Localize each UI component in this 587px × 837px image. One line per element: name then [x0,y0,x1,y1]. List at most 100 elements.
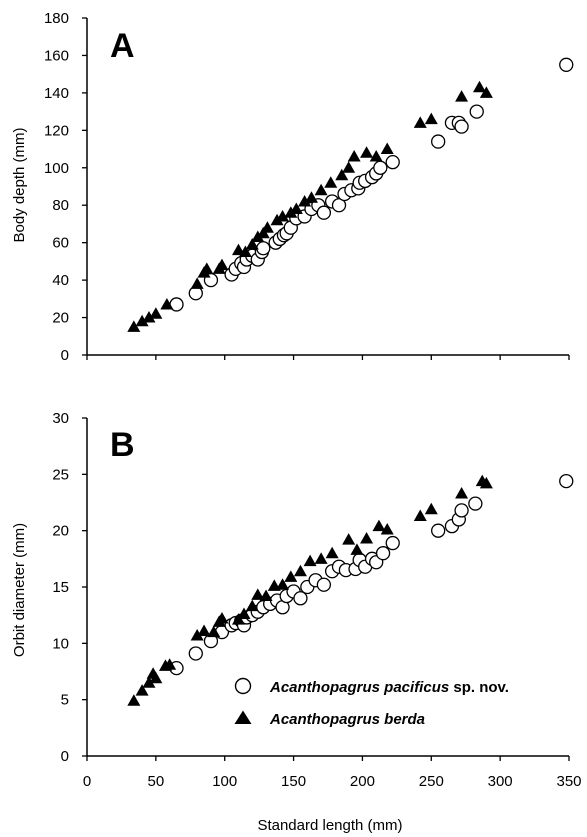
y-tick-label: 80 [52,197,69,214]
data-point-triangle [149,671,163,684]
y-tick-label: 100 [44,160,69,177]
y-tick-label: 0 [61,748,69,765]
y-tick-label: 120 [44,122,69,139]
data-point-triangle [360,532,374,544]
data-point-triangle [237,607,251,620]
data-point-triangle [325,546,339,559]
x-tick-label: 300 [488,773,513,790]
panel-a-y-axis-label: Body depth (mm) [11,127,28,242]
data-point-triangle [142,676,156,688]
legend-label-pacificus-suffix: sp. nov. [449,679,509,696]
data-point-triangle [314,552,328,564]
legend-item-berda: Acanthopagrus berda [234,710,425,728]
data-point-triangle [314,183,328,196]
data-point-circle [316,205,332,220]
data-point-circle [559,473,574,489]
data-point-triangle [424,112,438,125]
data-point-triangle [260,221,274,233]
data-point-triangle [245,599,259,612]
data-point-triangle [270,213,284,226]
y-tick-label: 140 [44,85,69,102]
data-point-triangle [372,519,386,532]
series-pacificus [169,473,574,676]
data-point-triangle [380,142,394,155]
y-tick-label: 20 [52,523,69,540]
data-point-triangle [360,146,374,158]
data-point-triangle [215,258,229,271]
data-point-triangle [160,297,174,310]
data-point-triangle [207,625,221,638]
data-point-triangle [215,612,229,624]
data-point-triangle [245,238,259,250]
x-tick-label: 350 [556,773,581,790]
data-point-triangle [200,262,214,274]
data-point-circle [559,57,574,72]
data-point-triangle [347,150,361,162]
y-tick-label: 10 [52,635,69,652]
series-berda [127,80,493,332]
y-tick-label: 40 [52,272,69,289]
series-berda [127,474,493,706]
data-point-triangle [424,502,438,515]
x-tick-label: 50 [148,773,165,790]
data-point-triangle [259,589,273,602]
panel-a-chart: A Body depth (mm) 0 20 40 60 80 100 120 140 160 1… [11,10,574,364]
data-point-triangle [284,570,298,582]
x-tick-label: 0 [83,773,91,790]
data-point-triangle [127,320,141,332]
legend: Acanthopagrus pacificus sp. nov. Acantho… [234,677,509,728]
y-tick-label: 60 [52,235,69,252]
y-tick-label: 25 [52,466,69,483]
legend-label-pacificus: Acanthopagrus pacificus sp. nov. [269,679,509,696]
data-point-triangle [350,543,364,555]
data-point-triangle [413,509,427,522]
data-point-triangle [342,533,356,545]
legend-label-berda: Acanthopagrus berda [269,711,425,728]
x-tick-label: 200 [350,773,375,790]
panel-a-label: A [110,27,135,65]
data-point-triangle [342,161,356,173]
x-tick-label: 250 [419,773,444,790]
data-point-triangle [472,80,486,93]
data-point-triangle [303,554,317,567]
panel-b-label: B [110,426,135,464]
data-point-triangle [142,311,156,323]
y-tick-label: 30 [52,410,69,427]
data-point-triangle [276,578,290,590]
y-tick-label: 0 [61,347,69,364]
data-point-triangle [163,658,177,670]
data-point-triangle [298,194,312,207]
data-point-triangle [190,277,204,289]
data-point-triangle [127,694,141,706]
data-point-circle [256,241,271,256]
data-point-triangle [149,307,163,319]
series-pacificus [169,57,574,312]
data-point-triangle [413,116,427,128]
panel-b-y-axis-label: Orbit diameter (mm) [11,523,28,657]
data-point-triangle [479,476,493,489]
data-point-triangle [335,168,349,181]
data-point-circle [385,535,400,551]
data-point-triangle [284,206,298,218]
y-tick-label: 180 [44,10,69,27]
data-point-circle [373,160,388,175]
data-point-triangle [479,86,493,98]
data-point-triangle [289,202,303,214]
data-point-triangle [135,684,149,696]
panel-b-x-axis-label: Standard length (mm) [257,817,402,834]
data-point-triangle [324,176,338,188]
y-tick-label: 15 [52,579,69,596]
data-point-triangle [197,624,211,636]
data-point-triangle [455,90,469,102]
data-point-triangle [304,191,318,203]
panel-b-chart: B Orbit diameter (mm) Standard length (m… [11,410,582,834]
data-point-triangle [190,628,204,641]
legend-triangle-marker [234,710,252,724]
data-point-circle [385,155,400,170]
data-point-circle [375,546,391,561]
x-tick-label: 100 [212,773,237,790]
data-point-triangle [251,588,265,600]
data-point-triangle [251,230,265,243]
data-point-triangle [135,314,149,327]
